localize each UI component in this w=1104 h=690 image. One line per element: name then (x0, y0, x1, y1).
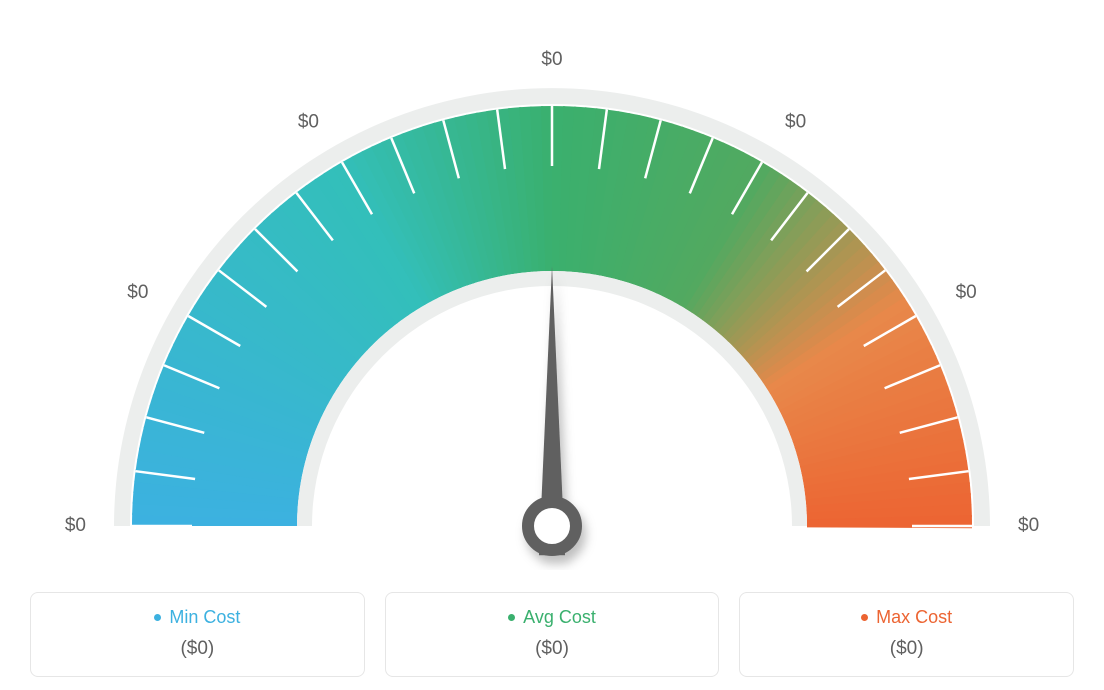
legend-title-min: Min Cost (154, 607, 240, 628)
legend-value-avg: ($0) (404, 638, 701, 660)
svg-text:$0: $0 (65, 515, 86, 536)
legend-title-max: Max Cost (861, 607, 952, 628)
gauge-chart-container: $0 $0 $0 $0 $0 $0 $0 Min Cost ($0) Avg Cost ($… (10, 10, 1094, 677)
svg-text:$0: $0 (785, 111, 806, 132)
legend-row: Min Cost ($0) Avg Cost ($0) Max Cost ($0… (10, 592, 1094, 677)
legend-label-avg: Avg Cost (523, 607, 596, 628)
legend-card-min: Min Cost ($0) (30, 592, 365, 677)
svg-text:$0: $0 (541, 49, 562, 70)
gauge-area: $0 $0 $0 $0 $0 $0 $0 (10, 10, 1094, 570)
svg-text:$0: $0 (298, 111, 319, 132)
legend-dot-min (154, 614, 161, 621)
legend-card-max: Max Cost ($0) (739, 592, 1074, 677)
legend-label-min: Min Cost (169, 607, 240, 628)
legend-card-avg: Avg Cost ($0) (385, 592, 720, 677)
svg-text:$0: $0 (1018, 515, 1039, 536)
svg-text:$0: $0 (956, 282, 977, 303)
legend-title-avg: Avg Cost (508, 607, 596, 628)
legend-value-max: ($0) (758, 638, 1055, 660)
legend-dot-max (861, 614, 868, 621)
legend-label-max: Max Cost (876, 607, 952, 628)
svg-text:$0: $0 (127, 282, 148, 303)
legend-dot-avg (508, 614, 515, 621)
legend-value-min: ($0) (49, 638, 346, 660)
gauge-svg: $0 $0 $0 $0 $0 $0 $0 (22, 10, 1082, 570)
